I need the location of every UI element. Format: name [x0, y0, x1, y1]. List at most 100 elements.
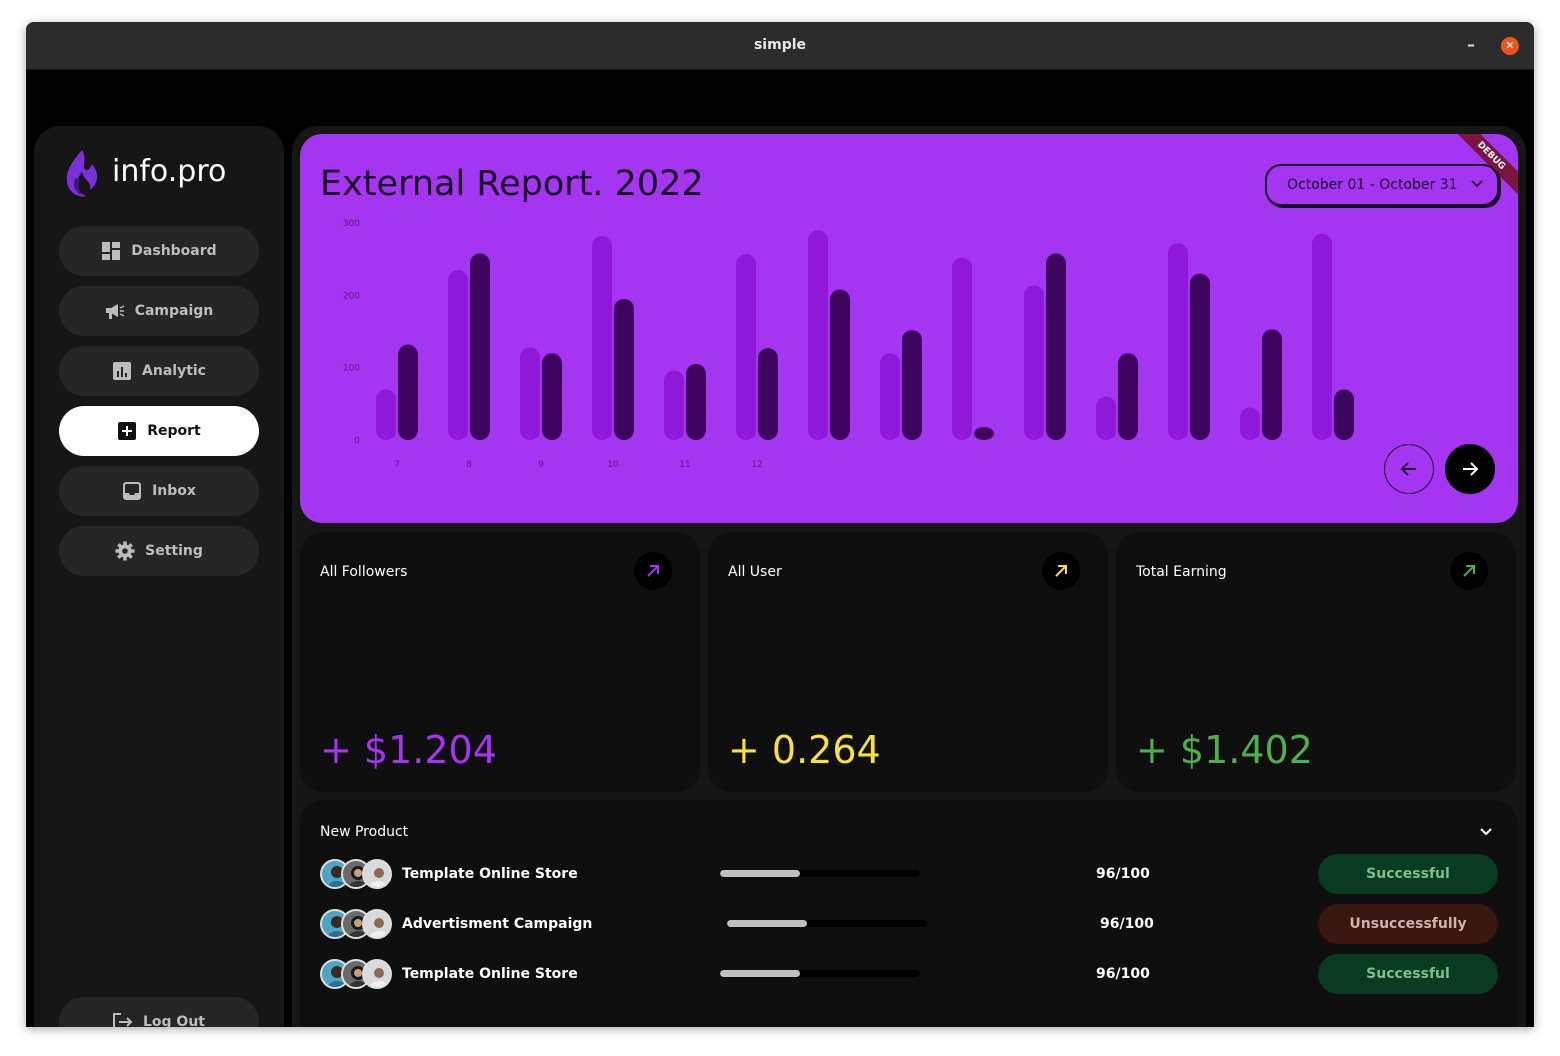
status-badge[interactable]: Successful: [1318, 854, 1498, 894]
y-tick-label: 300: [343, 219, 360, 229]
chevron-down-icon: [1470, 177, 1484, 193]
title-bar: simple – ✕: [26, 22, 1534, 70]
report-card: DEBUG External Report. 2022 October 01 -…: [300, 134, 1518, 523]
analytics-icon: [112, 361, 132, 381]
nav-label: Inbox: [152, 483, 196, 499]
avatar: [362, 959, 392, 989]
nav-analytic[interactable]: Analytic: [59, 346, 259, 396]
nav-label: Report: [147, 423, 201, 439]
score-total: /100: [1119, 916, 1154, 932]
chart-bar: [1190, 273, 1210, 440]
close-button[interactable]: ✕: [1501, 37, 1519, 55]
chart-bar: [614, 298, 634, 440]
trend-up-button[interactable]: [1450, 552, 1488, 590]
previous-button[interactable]: [1384, 444, 1434, 494]
stat-card-followers: All Followers + $1.204: [300, 532, 700, 792]
table-row: Template Online Store 96/100 Successful: [320, 954, 1500, 994]
avatar-group: [320, 909, 395, 939]
stat-card-users: All User + 0.264: [708, 532, 1108, 792]
score: 96/100: [1096, 866, 1150, 882]
arrow-up-right-icon: [1055, 565, 1067, 577]
sidebar: info.pro Dashboard Campaign Analytic: [34, 126, 284, 1027]
status-badge[interactable]: Unsuccessfully: [1318, 904, 1498, 944]
nav-label: Analytic: [142, 363, 206, 379]
chart-bar: [1240, 407, 1260, 440]
chart-bar: [808, 230, 828, 440]
avatar: [362, 859, 392, 889]
logo: info.pro: [62, 148, 262, 198]
stat-value: + $1.402: [1136, 728, 1313, 772]
minimize-button[interactable]: –: [1467, 35, 1475, 54]
score-value: 96: [1096, 866, 1116, 882]
chart-bar: [758, 348, 778, 440]
date-range-dropdown[interactable]: October 01 - October 31: [1265, 164, 1499, 206]
logout-icon: [113, 1012, 133, 1027]
nav-dashboard[interactable]: Dashboard: [59, 226, 259, 276]
table-row: Advertisment Campaign 96/100 Unsuccessfu…: [320, 904, 1500, 944]
avatar: [362, 909, 392, 939]
section-title: New Product: [320, 824, 409, 840]
nav-campaign[interactable]: Campaign: [59, 286, 259, 336]
flame-logo-icon: [66, 150, 98, 197]
nav-inbox[interactable]: Inbox: [59, 466, 259, 516]
gear-icon: [115, 541, 135, 561]
arrow-right-icon: [1463, 462, 1479, 476]
avatar-group: [320, 859, 395, 889]
collapse-button[interactable]: [1476, 822, 1496, 842]
y-tick-label: 0: [354, 436, 360, 446]
score-value: 96: [1096, 966, 1116, 982]
y-tick-label: 200: [343, 291, 360, 301]
add-box-icon: [117, 421, 137, 441]
chart-bar: [952, 257, 972, 440]
chevron-down-icon: [1480, 828, 1492, 836]
arrow-up-right-icon: [647, 565, 659, 577]
trend-up-button[interactable]: [1042, 552, 1080, 590]
inbox-icon: [122, 481, 142, 501]
dashboard-icon: [101, 241, 121, 261]
main-panel: DEBUG External Report. 2022 October 01 -…: [292, 126, 1526, 1027]
x-tick-label: 11: [679, 460, 690, 470]
progress-fill: [720, 870, 800, 877]
chart-bar: [520, 347, 540, 440]
stat-label: Total Earning: [1136, 564, 1227, 580]
chart-bar: [880, 353, 900, 440]
next-button[interactable]: [1445, 444, 1495, 494]
chart-bar: [1312, 233, 1332, 440]
app-window: simple – ✕ info.pro Dashboard: [26, 22, 1534, 1027]
bar-chart: 0 100 200 300 7 8 9 10 11 12: [343, 219, 1354, 470]
score-value: 96: [1100, 916, 1120, 932]
nav-label: Setting: [145, 543, 203, 559]
x-tick-label: 8: [466, 460, 472, 470]
x-tick-label: 12: [751, 460, 762, 470]
chart-bar: [592, 236, 612, 440]
product-name: Template Online Store: [402, 966, 578, 982]
chart-bar: [1262, 329, 1282, 440]
nav-setting[interactable]: Setting: [59, 526, 259, 576]
score-total: /100: [1115, 866, 1150, 882]
chart-bar: [398, 344, 418, 440]
progress-fill: [727, 920, 807, 927]
logout-button[interactable]: Log Out: [59, 997, 259, 1027]
trend-up-button[interactable]: [634, 552, 672, 590]
megaphone-icon: [105, 301, 125, 321]
score: 96/100: [1100, 916, 1154, 932]
nav-label: Dashboard: [131, 243, 217, 259]
chart-bar: [974, 426, 994, 440]
chart-bar: [902, 330, 922, 440]
window-title: simple: [753, 37, 807, 53]
chart-bar: [1096, 396, 1116, 440]
stat-label: All Followers: [320, 564, 408, 580]
x-tick-label: 9: [538, 460, 544, 470]
x-tick-label: 7: [394, 460, 400, 470]
y-tick-label: 100: [343, 364, 360, 374]
progress-fill: [720, 970, 800, 977]
chart-bar: [376, 389, 396, 440]
chart-bar: [1168, 243, 1188, 440]
report-title: External Report. 2022: [320, 164, 704, 204]
chart-bar: [686, 364, 706, 440]
nav-report[interactable]: Report: [59, 406, 259, 456]
chart-bar: [664, 370, 684, 440]
chart-bar: [1334, 389, 1354, 440]
chart-bar: [1118, 353, 1138, 440]
status-badge[interactable]: Successful: [1318, 954, 1498, 994]
